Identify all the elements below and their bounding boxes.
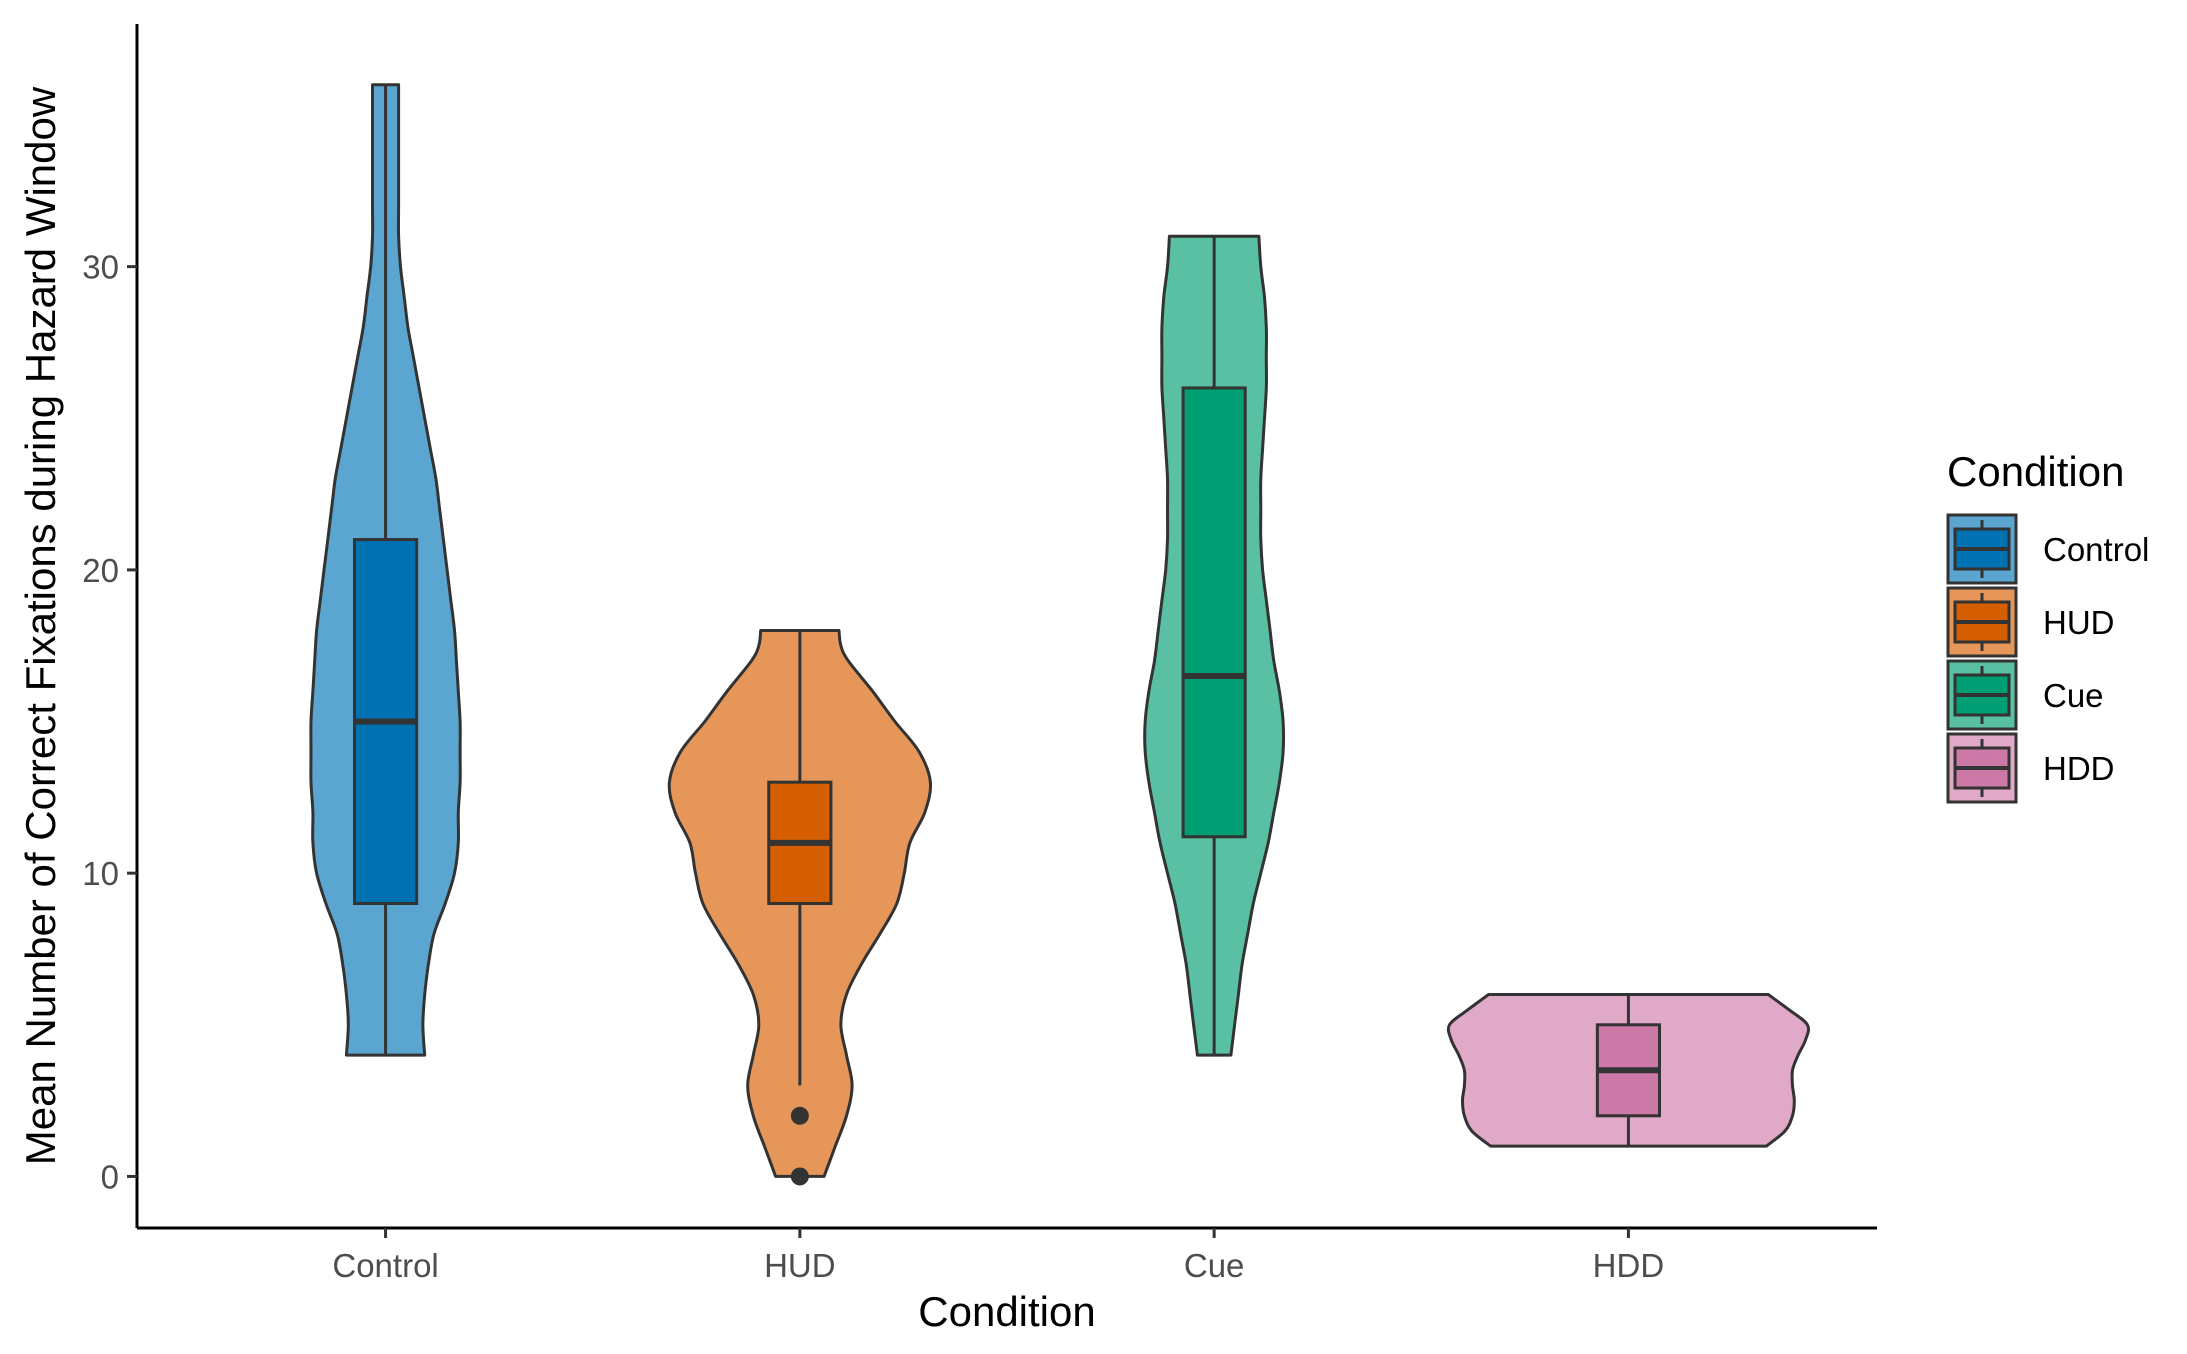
x-tick-label-hdd: HDD <box>1593 1247 1665 1284</box>
violin-group-control <box>309 83 462 1057</box>
x-tick-label-cue: Cue <box>1184 1247 1245 1284</box>
y-tick-label-0: 0 <box>101 1158 119 1195</box>
box-cue <box>1181 386 1247 839</box>
legend-label-control: Control <box>2043 531 2149 568</box>
outlier-point-hud-1 <box>790 1167 809 1186</box>
y-tick-label-10: 10 <box>82 855 119 892</box>
legend-item-hud: HUD <box>1946 586 2115 658</box>
x-tick-label-control: Control <box>332 1247 438 1284</box>
y-axis-title: Mean Number of Correct Fixations during … <box>17 86 64 1165</box>
legend-item-control: Control <box>1946 513 2149 585</box>
x-axis-ticks: Control HUD Cue HDD <box>332 1228 1664 1284</box>
x-axis-title: Condition <box>918 1288 1095 1335</box>
violin-group-cue <box>1143 234 1286 1057</box>
legend: Condition Control HUD Cue HDD <box>1946 448 2149 804</box>
legend-label-cue: Cue <box>2043 677 2104 714</box>
outlier-point-hud-0 <box>790 1106 809 1125</box>
x-tick-label-hud: HUD <box>764 1247 836 1284</box>
y-tick-label-30: 30 <box>82 249 119 286</box>
legend-title: Condition <box>1947 448 2124 495</box>
plot-area <box>309 83 1811 1186</box>
legend-label-hdd: HDD <box>2043 750 2115 787</box>
violin-group-hud <box>667 629 933 1186</box>
legend-label-hud: HUD <box>2043 604 2115 641</box>
axes: 0 10 20 30 Control HUD Cue HDD Condition Mean … <box>17 24 1877 1335</box>
violin-group-hdd <box>1446 993 1811 1148</box>
legend-item-cue: Cue <box>1946 659 2104 731</box>
legend-item-hdd: HDD <box>1946 732 2115 804</box>
y-axis-ticks: 0 10 20 30 <box>82 249 137 1195</box>
y-tick-label-20: 20 <box>82 552 119 589</box>
